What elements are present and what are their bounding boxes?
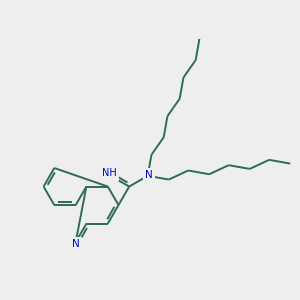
Text: N: N — [145, 170, 152, 180]
Text: N: N — [72, 238, 80, 249]
Text: NH: NH — [102, 169, 117, 178]
